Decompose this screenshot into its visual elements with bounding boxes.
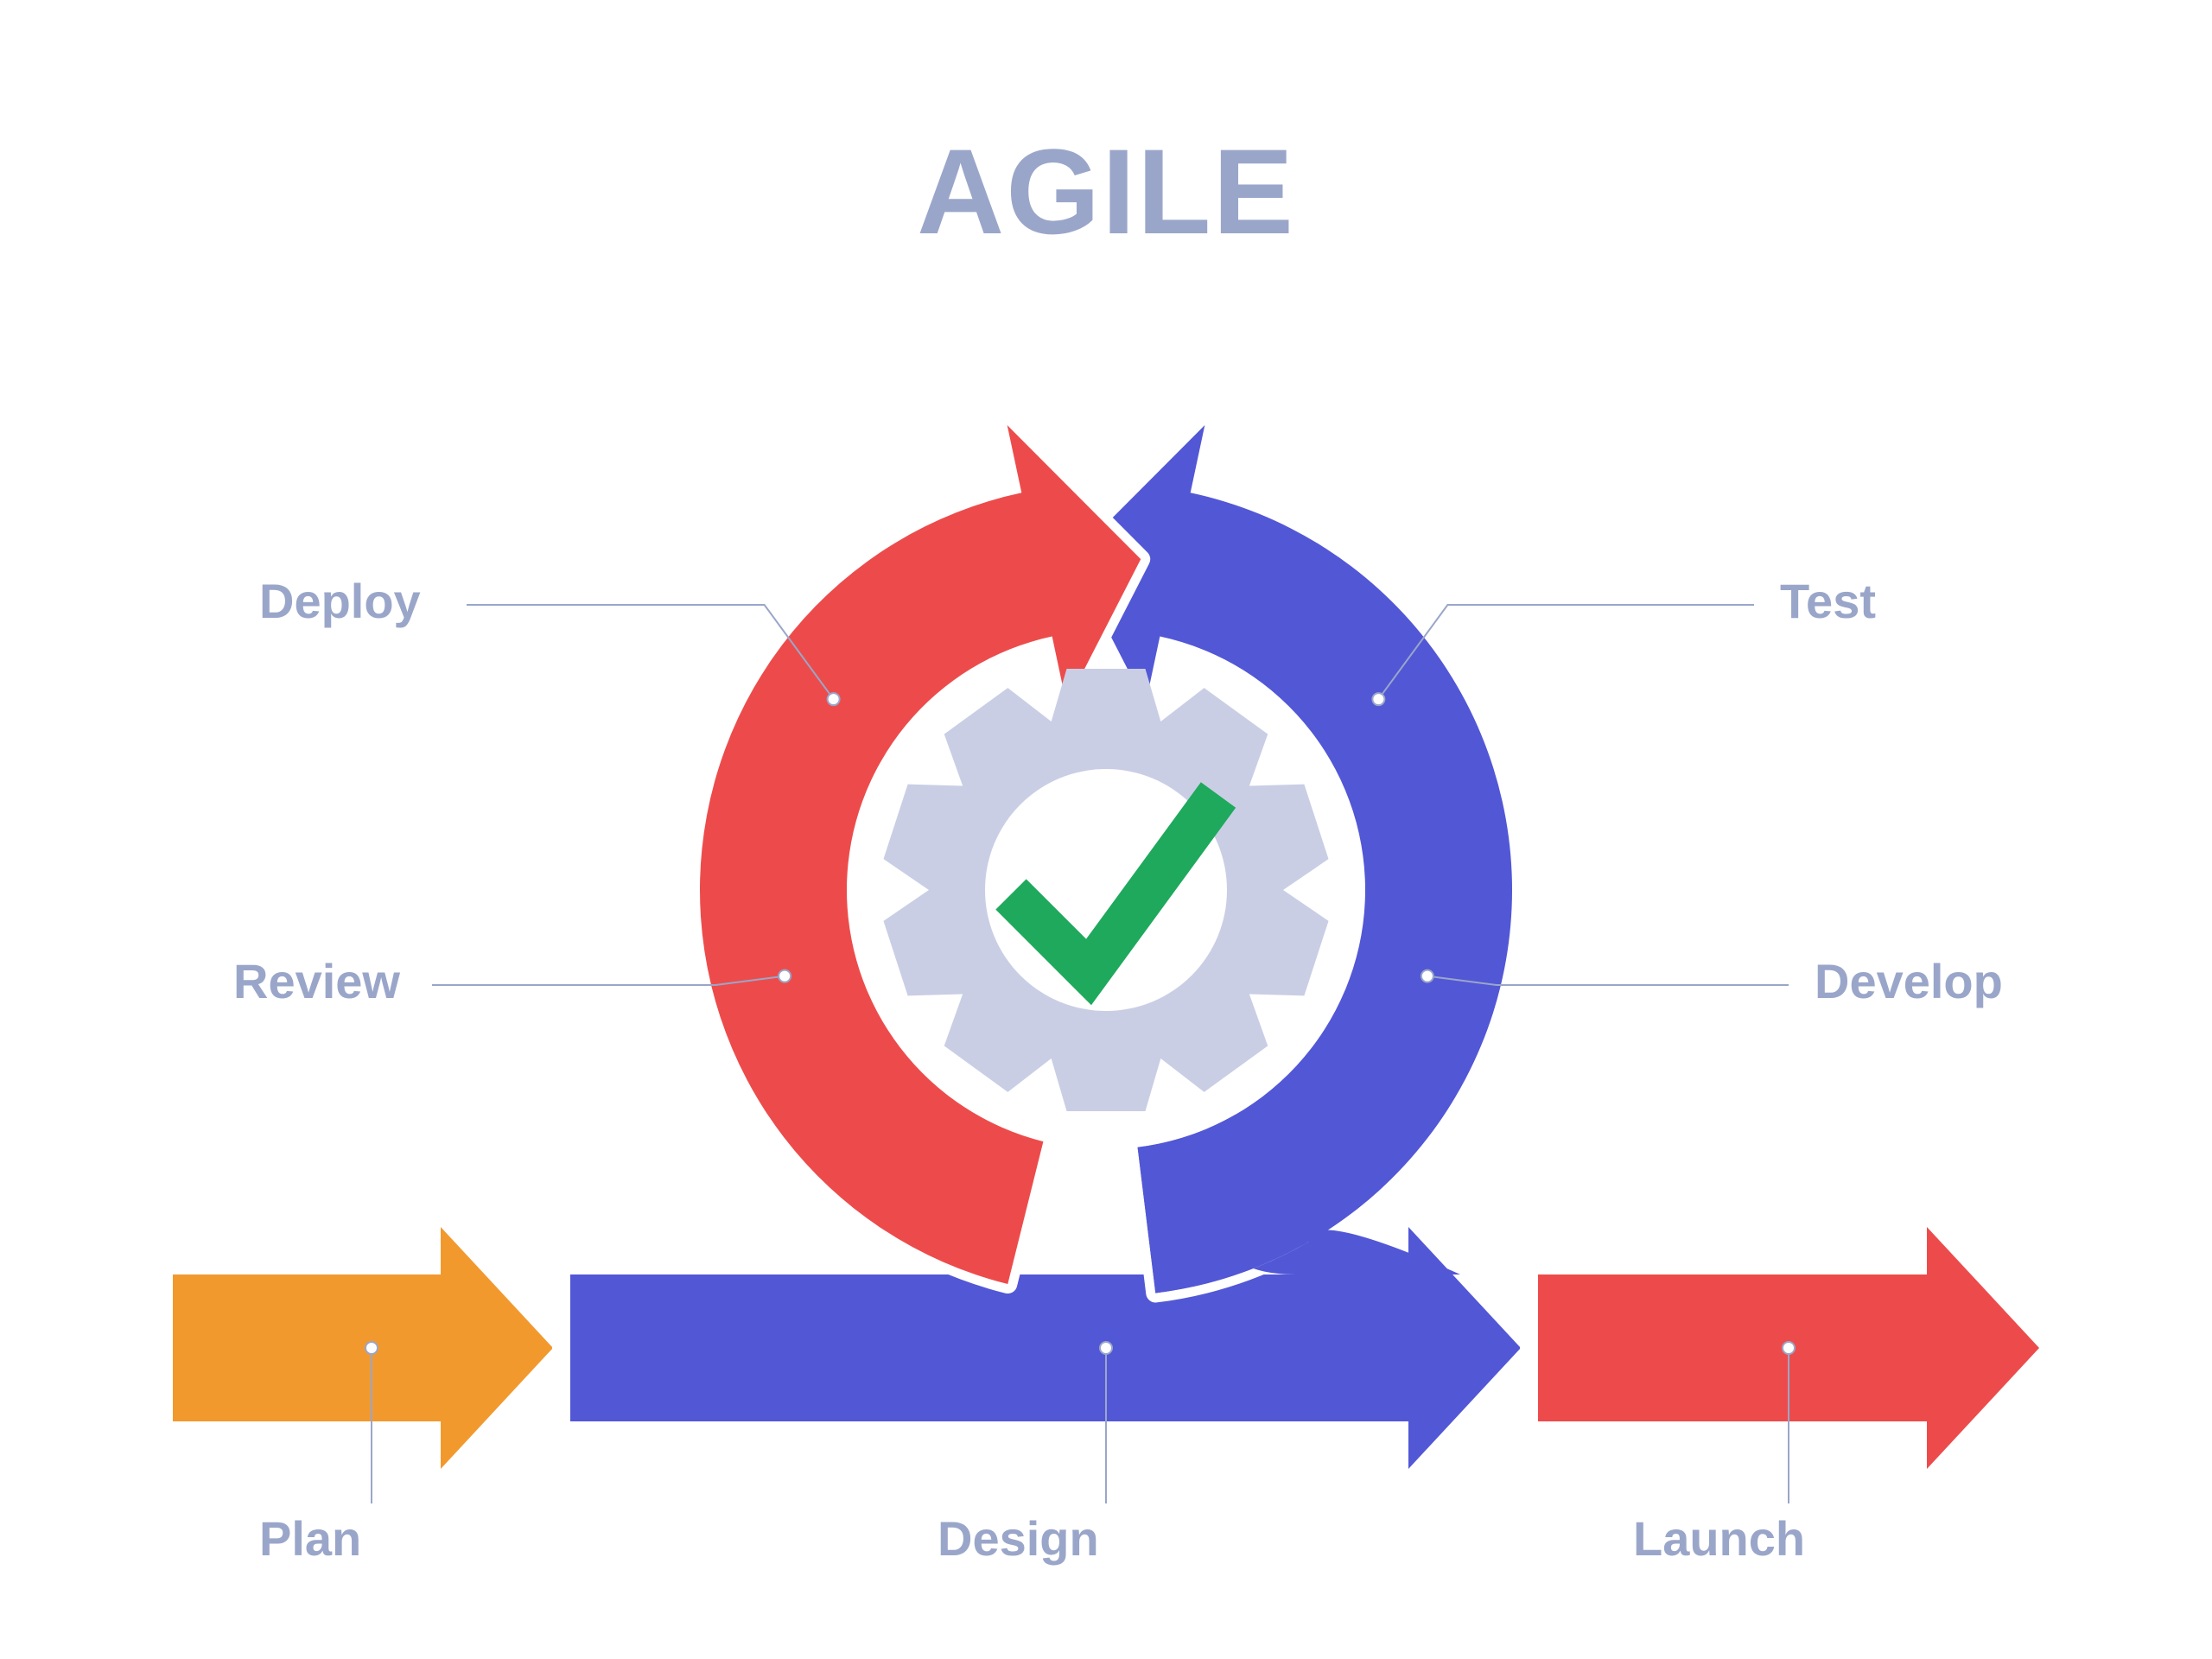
leader-dot-deploy bbox=[828, 693, 840, 705]
label-review: Review bbox=[233, 954, 400, 1008]
leader-dot-review bbox=[779, 970, 791, 982]
label-design: Design bbox=[938, 1511, 1099, 1566]
label-launch: Launch bbox=[1633, 1511, 1805, 1566]
leader-dot-test bbox=[1372, 693, 1384, 705]
leader-dot-design bbox=[1100, 1342, 1112, 1354]
label-test: Test bbox=[1780, 574, 1876, 628]
leader-dot-develop bbox=[1421, 970, 1433, 982]
leader-dot-launch bbox=[1783, 1342, 1795, 1354]
leader-dot-plan bbox=[365, 1342, 378, 1354]
label-plan: Plan bbox=[259, 1511, 361, 1566]
page-title: AGILE bbox=[917, 124, 1295, 259]
label-deploy: Deploy bbox=[259, 574, 421, 628]
label-develop: Develop bbox=[1815, 954, 2003, 1008]
